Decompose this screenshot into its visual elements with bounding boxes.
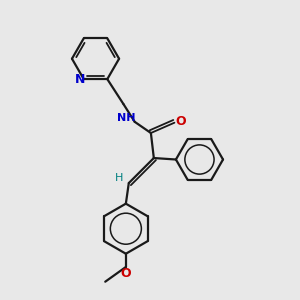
Text: O: O: [121, 267, 131, 280]
Text: N: N: [75, 73, 86, 86]
Text: H: H: [115, 173, 124, 183]
Text: O: O: [176, 115, 186, 128]
Text: NH: NH: [117, 113, 136, 123]
